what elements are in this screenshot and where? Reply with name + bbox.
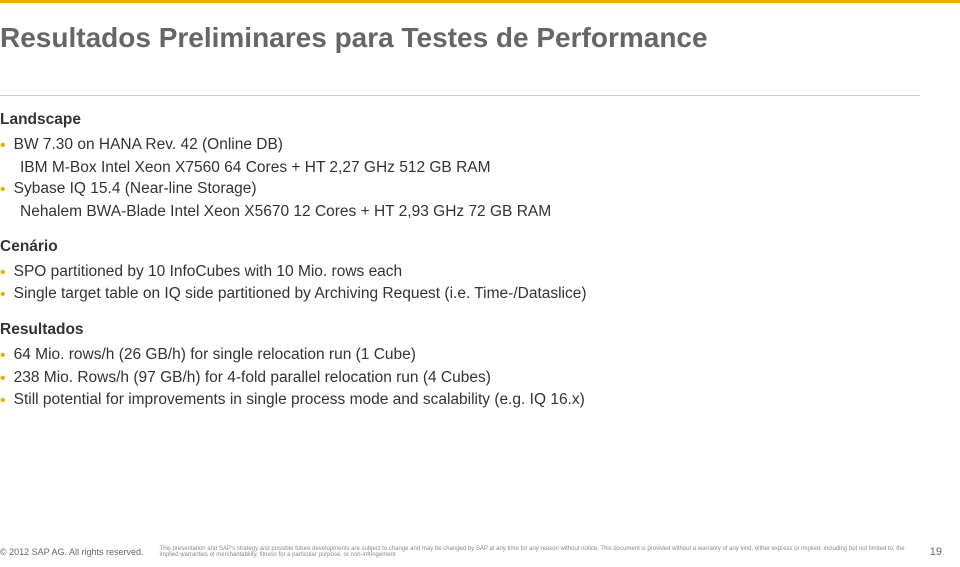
bullet-text: BW 7.30 on HANA Rev. 42 (Online DB) bbox=[14, 135, 920, 156]
bullet-item: • Sybase IQ 15.4 (Near-line Storage) bbox=[0, 179, 920, 201]
bullet-item: • 238 Mio. Rows/h (97 GB/h) for 4-fold p… bbox=[0, 368, 920, 390]
bullet-icon: • bbox=[0, 345, 6, 367]
copyright-text: © 2012 SAP AG. All rights reserved. bbox=[0, 547, 160, 557]
title-divider bbox=[0, 95, 920, 96]
bullet-item: • 64 Mio. rows/h (26 GB/h) for single re… bbox=[0, 345, 920, 367]
disclaimer-text: This presentation and SAP's strategy and… bbox=[160, 546, 914, 559]
section-heading-landscape: Landscape bbox=[0, 110, 920, 131]
page-title: Resultados Preliminares para Testes de P… bbox=[0, 22, 708, 54]
bullet-icon: • bbox=[0, 368, 6, 390]
bullet-item: • SPO partitioned by 10 InfoCubes with 1… bbox=[0, 262, 920, 284]
footer: © 2012 SAP AG. All rights reserved. This… bbox=[0, 546, 960, 559]
bullet-text: 64 Mio. rows/h (26 GB/h) for single relo… bbox=[14, 345, 920, 366]
bullet-icon: • bbox=[0, 284, 6, 306]
section-heading-cenario: Cenário bbox=[0, 237, 920, 258]
bullet-text: 238 Mio. Rows/h (97 GB/h) for 4-fold par… bbox=[14, 368, 920, 389]
bullet-text: Single target table on IQ side partition… bbox=[14, 284, 920, 305]
content-area: Landscape • BW 7.30 on HANA Rev. 42 (Onl… bbox=[0, 110, 920, 413]
page-number: 19 bbox=[914, 546, 960, 558]
bullet-item: • Single target table on IQ side partiti… bbox=[0, 284, 920, 306]
bullet-icon: • bbox=[0, 179, 6, 201]
bullet-icon: • bbox=[0, 390, 6, 412]
bullet-icon: • bbox=[0, 135, 6, 157]
bullet-text: Still potential for improvements in sing… bbox=[14, 390, 920, 411]
bullet-icon: • bbox=[0, 262, 6, 284]
bullet-subtext: Nehalem BWA-Blade Intel Xeon X5670 12 Co… bbox=[20, 202, 920, 223]
bullet-item: • BW 7.30 on HANA Rev. 42 (Online DB) bbox=[0, 135, 920, 157]
bullet-item: • Still potential for improvements in si… bbox=[0, 390, 920, 412]
section-heading-resultados: Resultados bbox=[0, 320, 920, 341]
bullet-subtext: IBM M-Box Intel Xeon X7560 64 Cores + HT… bbox=[20, 158, 920, 179]
bullet-text: SPO partitioned by 10 InfoCubes with 10 … bbox=[14, 262, 920, 283]
top-accent-bar bbox=[0, 0, 960, 3]
bullet-text: Sybase IQ 15.4 (Near-line Storage) bbox=[14, 179, 920, 200]
